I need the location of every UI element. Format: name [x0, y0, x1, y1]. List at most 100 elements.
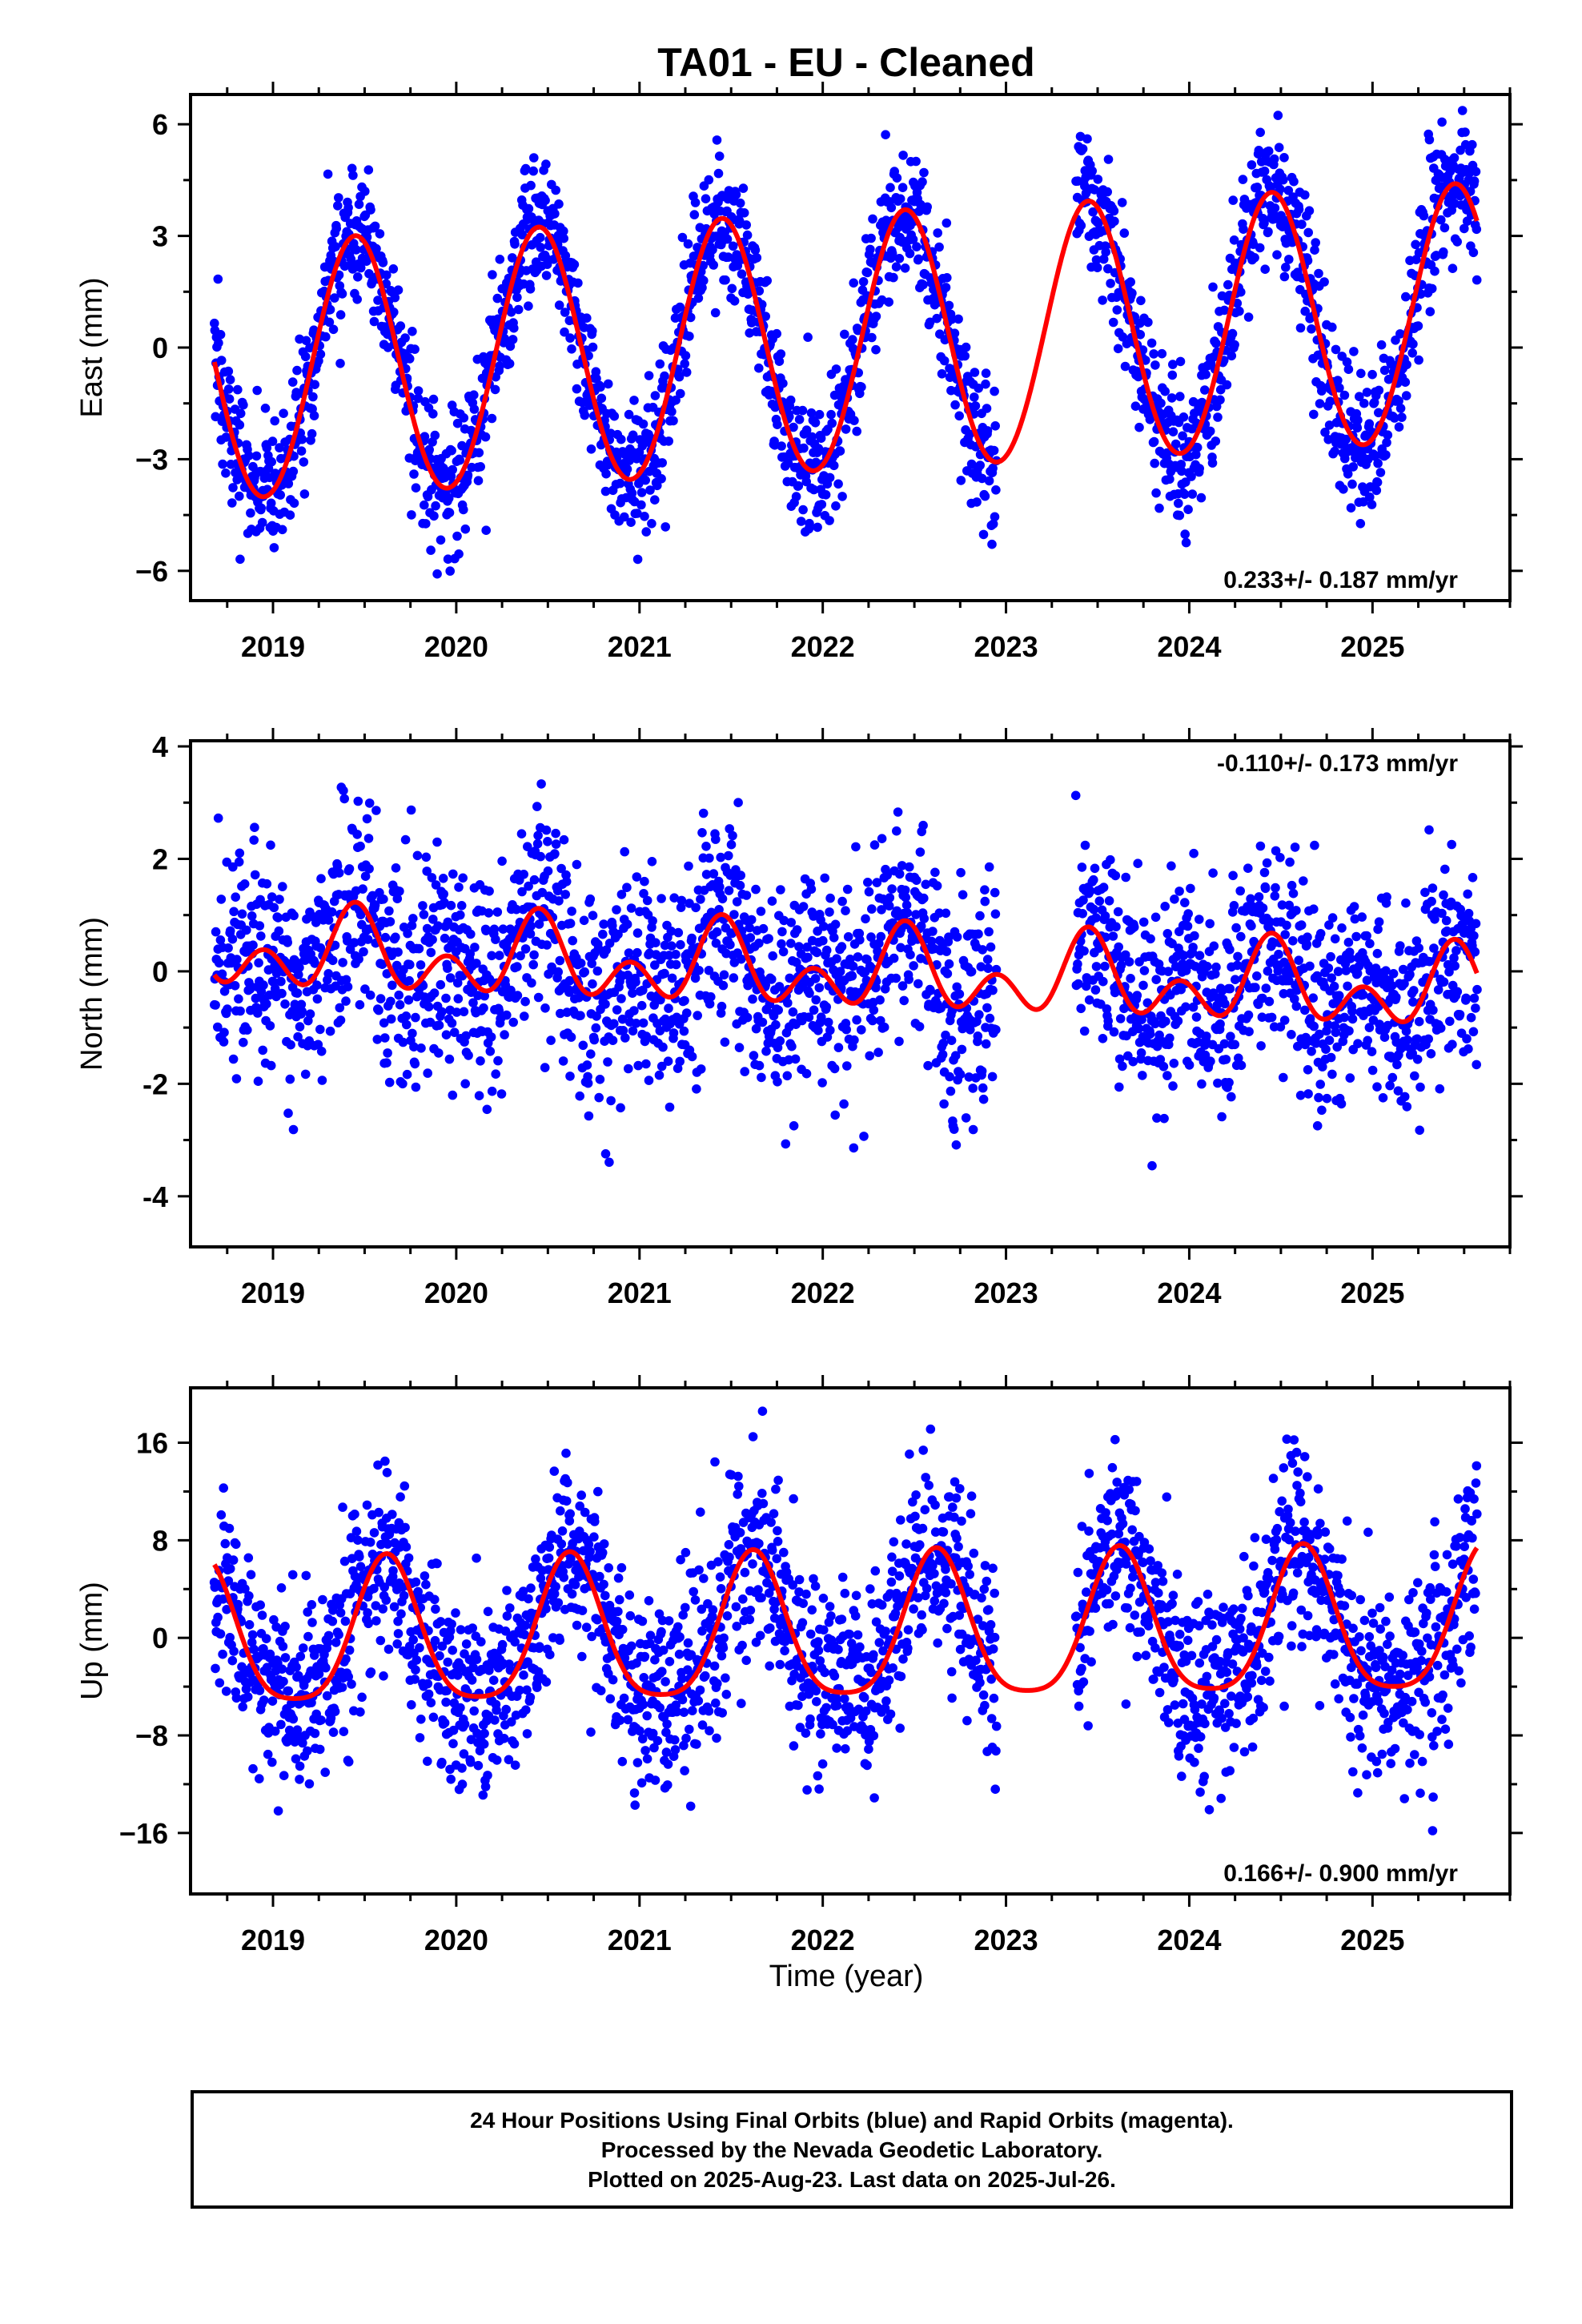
data-point	[915, 847, 926, 857]
data-point	[267, 436, 278, 446]
data-point	[297, 1007, 307, 1016]
data-point	[1472, 275, 1482, 285]
data-point	[1162, 929, 1173, 939]
data-point	[1174, 510, 1185, 521]
data-point	[586, 1049, 596, 1059]
data-point	[339, 794, 350, 804]
data-point	[546, 1035, 556, 1045]
data-point	[440, 933, 450, 943]
data-point	[892, 173, 902, 183]
data-point	[1405, 970, 1415, 979]
data-point	[284, 1725, 295, 1735]
data-point	[596, 382, 605, 392]
x-tick-label: 2023	[974, 1277, 1038, 1309]
data-point	[1134, 372, 1143, 382]
data-point	[331, 242, 340, 251]
data-point	[390, 292, 400, 303]
data-point	[664, 436, 673, 446]
data-point	[970, 401, 981, 411]
x-tick-label: 2019	[241, 1277, 305, 1309]
data-point	[944, 932, 954, 942]
data-point	[629, 1006, 639, 1015]
data-point	[1447, 1039, 1457, 1049]
data-point	[671, 959, 681, 970]
data-point	[622, 919, 632, 929]
data-point	[1343, 937, 1354, 947]
data-point	[240, 1584, 250, 1594]
y-tick-label: −6	[135, 555, 168, 588]
data-point	[956, 867, 966, 878]
data-point	[816, 433, 826, 443]
data-point	[459, 505, 468, 515]
data-point	[580, 967, 589, 977]
data-point	[1435, 1023, 1446, 1033]
data-point	[1353, 1039, 1363, 1048]
data-point	[620, 512, 629, 522]
data-point	[891, 262, 901, 272]
data-point	[279, 1676, 288, 1687]
data-point	[1469, 176, 1480, 186]
data-point	[639, 889, 648, 899]
data-point	[1229, 901, 1239, 911]
data-point	[310, 380, 320, 390]
data-point	[352, 295, 363, 304]
data-point	[676, 903, 686, 912]
data-point	[855, 935, 865, 945]
data-point	[1163, 967, 1173, 976]
data-point	[652, 480, 662, 491]
data-point	[498, 924, 508, 934]
data-point	[222, 1605, 231, 1614]
data-point	[1310, 840, 1319, 850]
data-point	[1177, 466, 1186, 476]
data-point	[411, 483, 421, 493]
data-point	[414, 943, 424, 954]
data-point	[754, 1060, 765, 1071]
data-point	[426, 947, 436, 958]
data-point	[601, 468, 611, 479]
data-point	[210, 318, 219, 328]
data-point	[491, 1069, 500, 1079]
data-point	[1374, 917, 1384, 927]
data-point	[426, 545, 436, 555]
data-point	[631, 1019, 641, 1028]
data-point	[215, 330, 226, 340]
data-point	[773, 1077, 782, 1087]
data-point	[776, 349, 786, 359]
data-point	[654, 1070, 665, 1080]
data-point	[1399, 979, 1409, 989]
data-point	[1472, 224, 1482, 235]
data-point	[1255, 127, 1265, 138]
data-point	[914, 1022, 925, 1031]
data-point	[227, 1655, 238, 1666]
data-point	[540, 1003, 550, 1013]
data-point	[620, 1033, 630, 1043]
data-point	[1229, 235, 1239, 245]
data-point	[1201, 369, 1211, 380]
data-point	[600, 999, 610, 1009]
data-point	[1219, 1039, 1230, 1049]
data-point	[589, 1035, 600, 1045]
data-point	[712, 135, 722, 145]
data-point	[213, 1612, 223, 1622]
data-point	[1312, 1121, 1323, 1131]
data-point	[1231, 975, 1240, 984]
data-point	[636, 1000, 647, 1011]
data-point	[432, 837, 442, 847]
data-point	[492, 293, 503, 304]
data-point	[314, 1669, 324, 1679]
data-point	[806, 408, 817, 418]
data-point	[612, 1005, 622, 1015]
data-point	[1468, 139, 1477, 150]
data-point	[991, 485, 1001, 495]
data-point	[772, 328, 781, 339]
data-point	[704, 175, 714, 185]
data-point	[396, 321, 406, 331]
data-point	[1398, 964, 1408, 975]
data-point	[572, 384, 582, 394]
data-point	[235, 420, 245, 430]
data-point	[1362, 388, 1372, 397]
data-point	[1102, 1004, 1112, 1014]
data-point	[588, 342, 598, 352]
data-point	[961, 1113, 971, 1123]
data-point	[1284, 900, 1294, 911]
